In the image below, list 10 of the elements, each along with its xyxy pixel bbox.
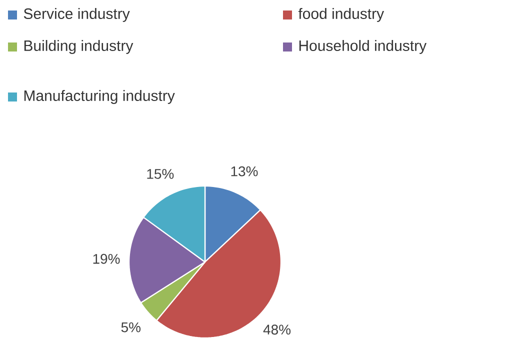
data-label: 48% [263,324,291,335]
data-label: 13% [231,166,258,176]
data-label: 19% [93,254,120,264]
data-label: 5% [121,322,141,332]
legend-label: food industry [298,8,384,22]
legend-label: Service industry [24,8,130,22]
legend-label: Manufacturing industry [24,90,175,104]
legend-label: Building industry [24,40,134,54]
legend-label: Household industry [299,40,427,54]
data-label: 15% [147,169,174,179]
